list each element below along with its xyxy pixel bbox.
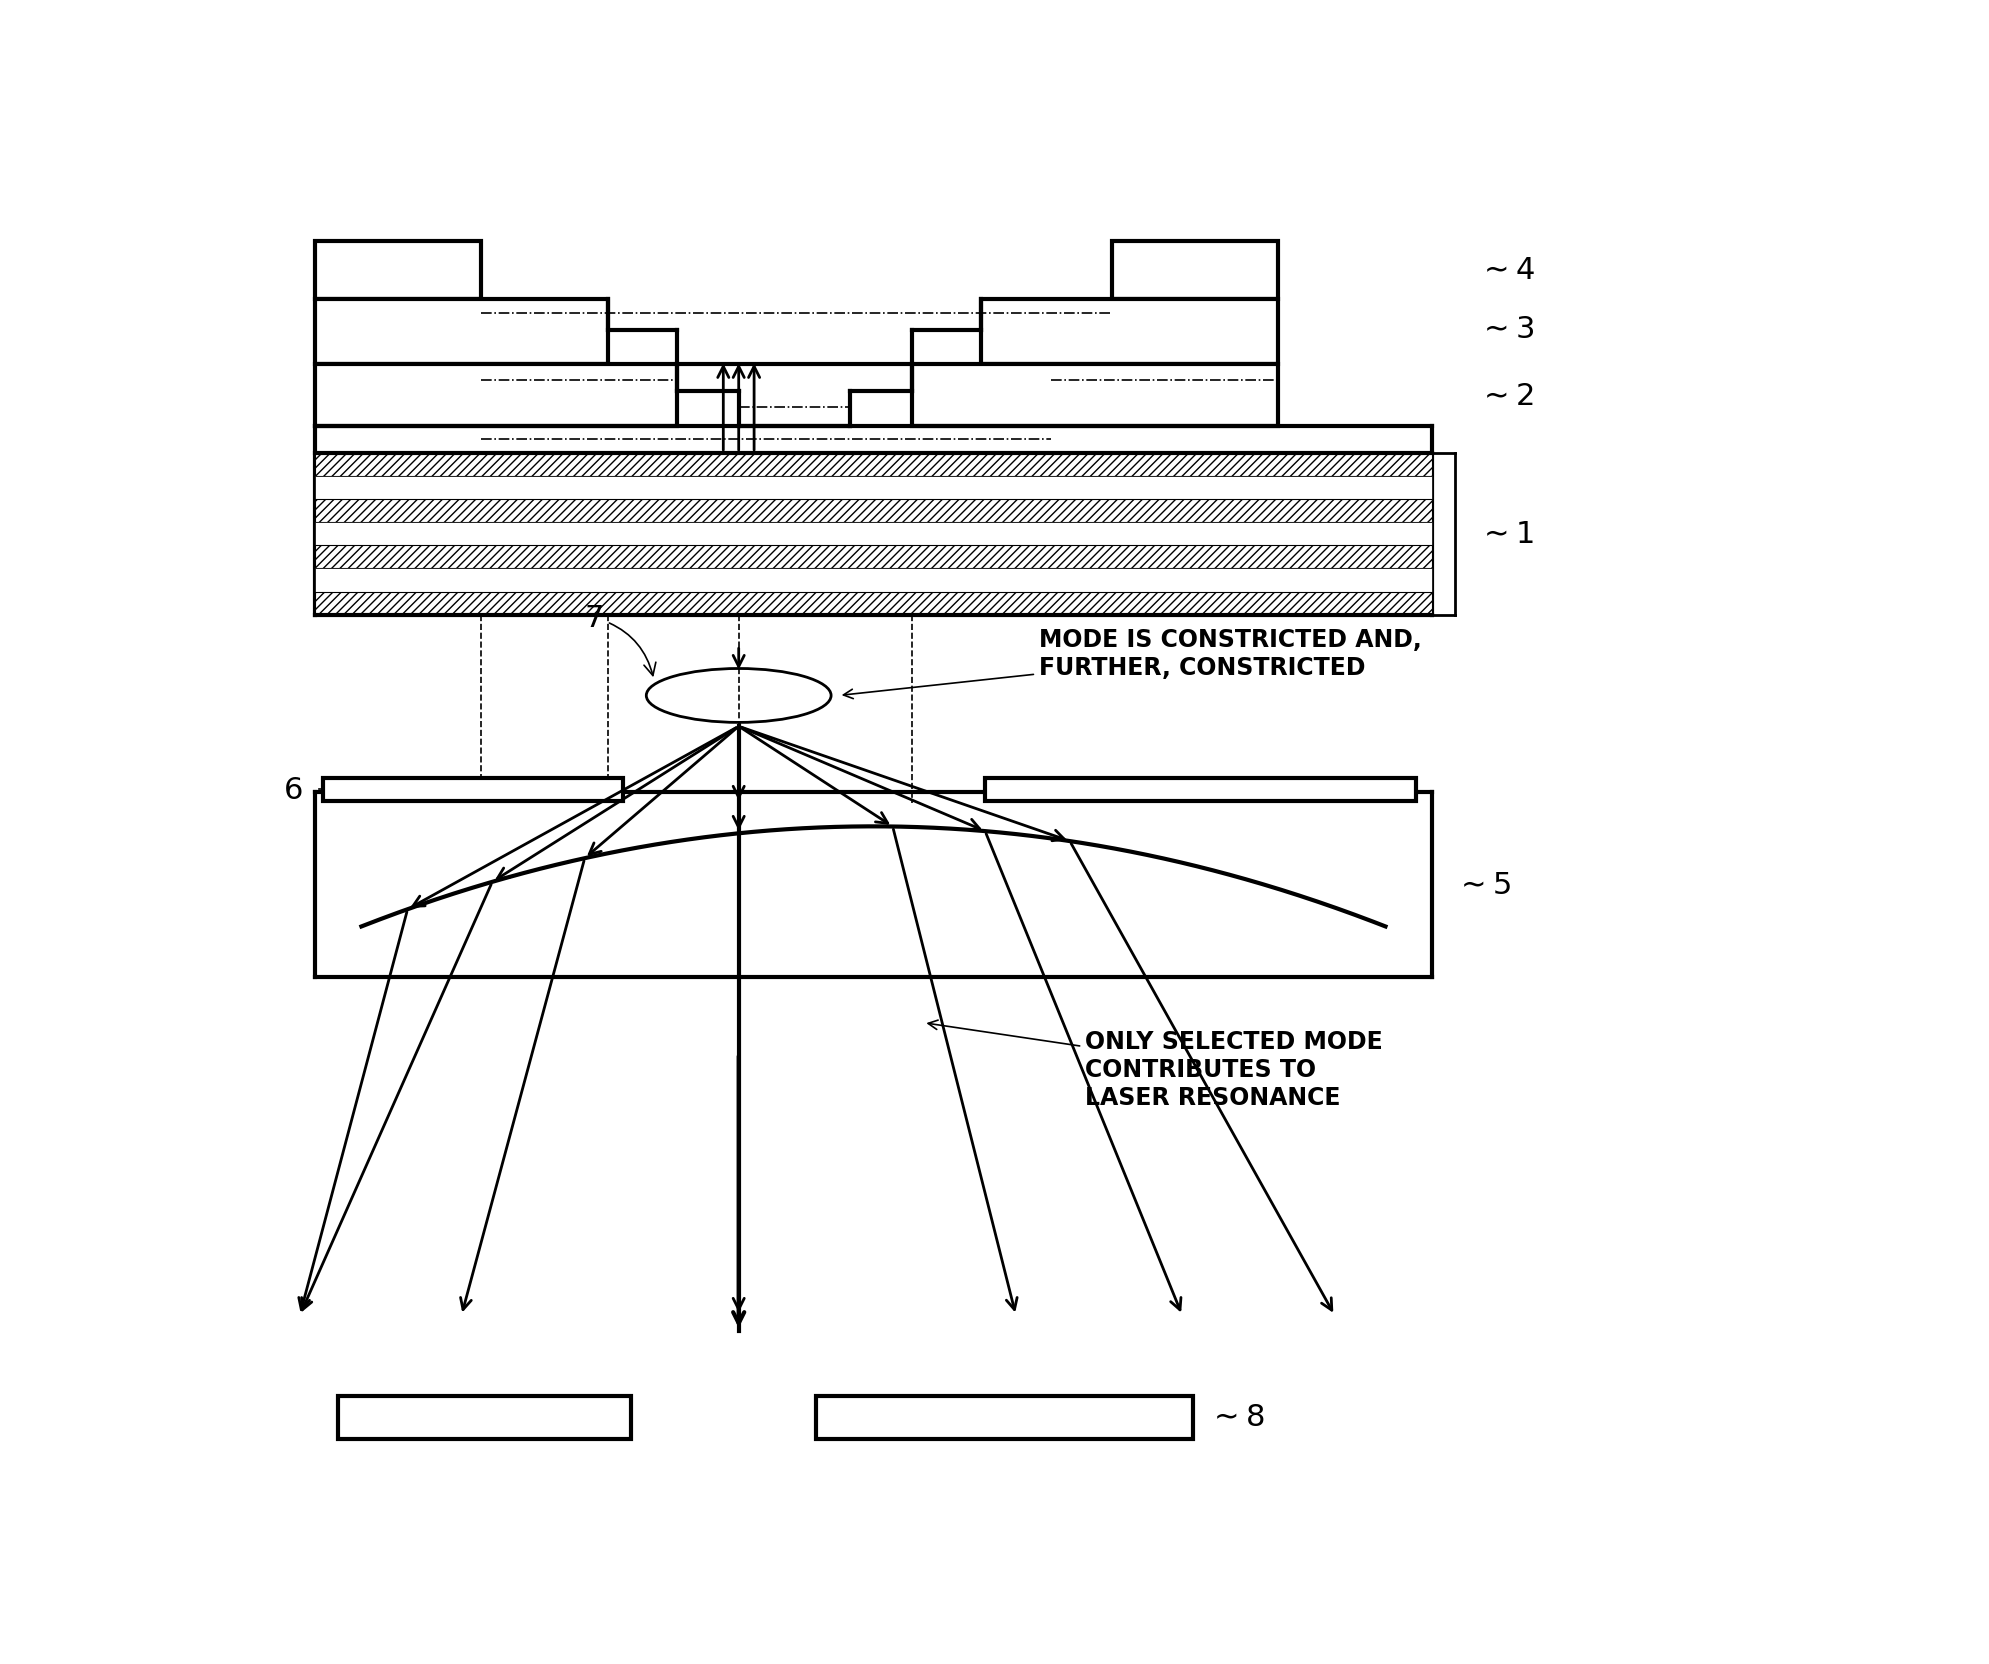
Bar: [985, 779, 1416, 802]
Bar: [314, 569, 1432, 592]
Bar: [314, 499, 1432, 522]
Bar: [981, 300, 1277, 364]
Bar: [815, 1396, 1193, 1439]
Text: $\sim$2: $\sim$2: [1478, 381, 1534, 411]
Bar: [314, 241, 481, 300]
Bar: [1112, 241, 1277, 300]
Bar: [314, 300, 609, 364]
Text: $\sim$3: $\sim$3: [1478, 314, 1534, 343]
Bar: [911, 364, 1277, 426]
Bar: [314, 454, 1432, 476]
Bar: [322, 779, 623, 802]
Text: $\sim$4: $\sim$4: [1478, 256, 1536, 285]
Text: 6: 6: [284, 775, 304, 804]
Text: $\sim$8: $\sim$8: [1209, 1403, 1265, 1431]
Bar: [314, 592, 1432, 616]
Bar: [314, 364, 676, 426]
Text: MODE IS CONSTRICTED AND,
FURTHER, CONSTRICTED: MODE IS CONSTRICTED AND, FURTHER, CONSTR…: [843, 627, 1422, 699]
Bar: [338, 1396, 631, 1439]
Text: 7: 7: [585, 604, 656, 676]
Bar: [314, 546, 1432, 569]
Bar: [314, 476, 1432, 499]
Bar: [314, 522, 1432, 546]
Text: $\sim$1: $\sim$1: [1478, 519, 1534, 549]
Text: $\sim$5: $\sim$5: [1454, 870, 1512, 899]
Text: ONLY SELECTED MODE
CONTRIBUTES TO
LASER RESONANCE: ONLY SELECTED MODE CONTRIBUTES TO LASER …: [929, 1020, 1382, 1108]
